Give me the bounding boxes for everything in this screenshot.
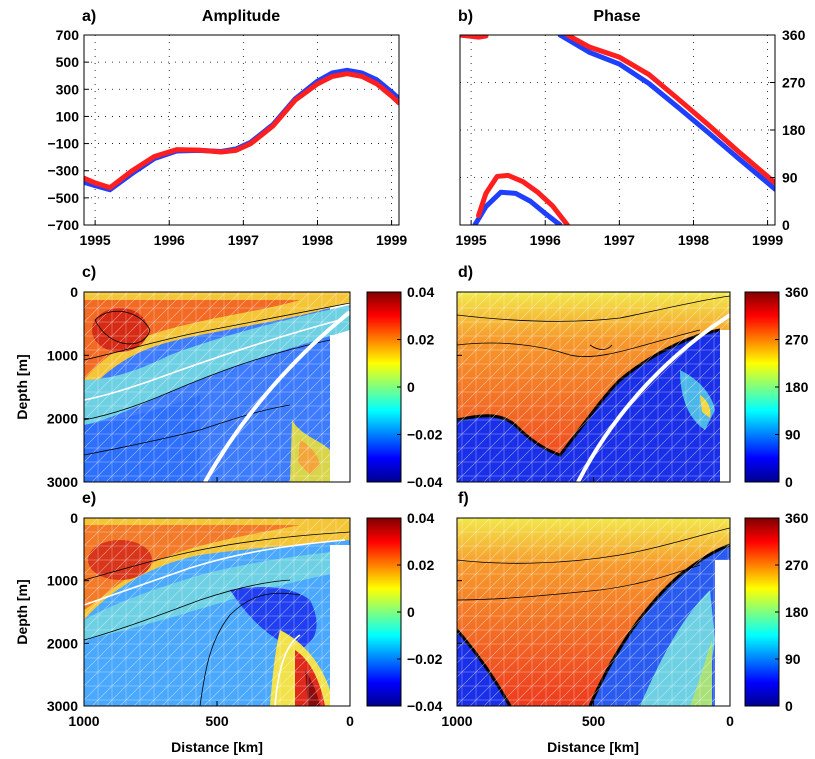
depth-label-e: Depth [m] [14, 579, 30, 644]
colorbar-tick-label: 90 [785, 651, 801, 667]
x-tick-label: 1997 [228, 232, 259, 248]
y-tick-label: 300 [56, 81, 80, 97]
panel-letter-e: e) [82, 490, 96, 507]
x-tick-label: 1000 [441, 713, 472, 729]
colorbar-tick-label: 0 [407, 379, 415, 395]
series-line-1 [460, 35, 489, 40]
y-tick-label: 700 [56, 27, 80, 43]
distance-label-e: Distance [km] [171, 739, 263, 755]
colorbar-tick-label: 0.02 [407, 557, 434, 573]
x-tick-label: 1998 [678, 232, 709, 248]
panel-letter-f: f) [458, 490, 469, 507]
y-tick-label: 1000 [47, 573, 78, 589]
colorbar-tick-label: 360 [785, 284, 809, 300]
colorbar-tick-label: −0.04 [407, 698, 443, 714]
title-phase: Phase [593, 8, 640, 25]
amplitude-plot: 1995 1996 1997 1998 1999 −700 −500 −300 −100 100 3… [47, 27, 407, 248]
y-tick-label: 500 [56, 54, 80, 70]
x-tick-label: 0 [346, 713, 354, 729]
x-tick-label: 1998 [302, 232, 333, 248]
x-tick-label: 1997 [604, 232, 635, 248]
colorbar-tick-label: −0.04 [407, 474, 443, 490]
y-tick-label: 270 [782, 75, 806, 91]
heatmap-ticks: 0 1000 2000 3000 0.04 0.02 0 −0.02 −0.04 360 270 18… [47, 284, 809, 729]
y-tick-label: 3000 [47, 698, 78, 714]
x-tick-label: 0 [726, 713, 734, 729]
series-line-1 [564, 35, 775, 186]
y-tick-label: 90 [782, 170, 798, 186]
x-tick-label: 1999 [376, 232, 407, 248]
colorbar-f [744, 517, 780, 707]
x-tick-label: 1996 [154, 232, 185, 248]
x-tick-label: 1999 [752, 232, 783, 248]
title-amplitude: Amplitude [202, 8, 280, 25]
colorbar-d [744, 291, 780, 483]
y-tick-label: 3000 [47, 474, 78, 490]
x-tick-label: 1995 [80, 232, 111, 248]
colorbar-tick-label: 180 [785, 604, 809, 620]
colorbar-tick-label: 0.02 [407, 332, 434, 348]
heatmap-c [84, 292, 350, 482]
y-tick-label: −500 [47, 190, 79, 206]
colorbar-tick-label: 180 [785, 379, 809, 395]
colorbar-tick-label: 0.04 [407, 284, 434, 300]
colorbar-tick-label: 90 [785, 427, 801, 443]
series-line-1 [84, 71, 399, 191]
colorbar-tick-label: −0.02 [407, 651, 443, 667]
colorbar-tick-label: 270 [785, 557, 809, 573]
panel-letter-b: b) [458, 8, 473, 25]
colorbar-tick-label: 270 [785, 332, 809, 348]
colorbar-tick-label: 0 [407, 604, 415, 620]
y-tick-label: −100 [47, 136, 79, 152]
colorbar-tick-label: 360 [785, 510, 809, 526]
colorbar-tick-label: 0 [785, 474, 793, 490]
x-tick-label: 500 [582, 713, 606, 729]
colorbar-e [366, 517, 402, 707]
y-tick-label: −700 [47, 217, 79, 233]
y-tick-label: 2000 [47, 635, 78, 651]
series-line-1 [476, 172, 570, 225]
heatmap-e [84, 518, 350, 706]
y-tick-label: 0 [782, 217, 790, 233]
panel-letter-d: d) [458, 264, 473, 281]
y-tick-label: 100 [56, 108, 80, 124]
colorbar-tick-label: −0.02 [407, 427, 443, 443]
panel-letter-a: a) [82, 8, 96, 25]
series-group [84, 67, 399, 193]
series-line-0 [557, 35, 775, 192]
heatmap-d [457, 292, 730, 482]
x-tick-label: 1995 [456, 232, 487, 248]
y-tick-label: −300 [47, 163, 79, 179]
y-tick-label: 0 [70, 510, 78, 526]
colorbar-c [366, 291, 402, 483]
heatmap-f [457, 518, 730, 706]
series-line-0 [472, 189, 563, 225]
y-tick-label: 0 [70, 284, 78, 300]
y-tick-label: 180 [782, 122, 806, 138]
colorbar-tick-label: 0 [785, 698, 793, 714]
distance-label-f: Distance [km] [547, 739, 639, 755]
series-group [460, 35, 775, 225]
x-tick-label: 500 [205, 713, 229, 729]
depth-label-c: Depth [m] [14, 354, 30, 419]
x-tick-label: 1996 [530, 232, 561, 248]
y-tick-label: 360 [782, 27, 806, 43]
panel-letter-c: c) [82, 264, 96, 281]
y-tick-label: 1000 [47, 347, 78, 363]
x-tick-label: 1000 [68, 713, 99, 729]
colorbar-tick-label: 0.04 [407, 510, 434, 526]
axes-frame [83, 34, 400, 226]
y-tick-label: 2000 [47, 411, 78, 427]
